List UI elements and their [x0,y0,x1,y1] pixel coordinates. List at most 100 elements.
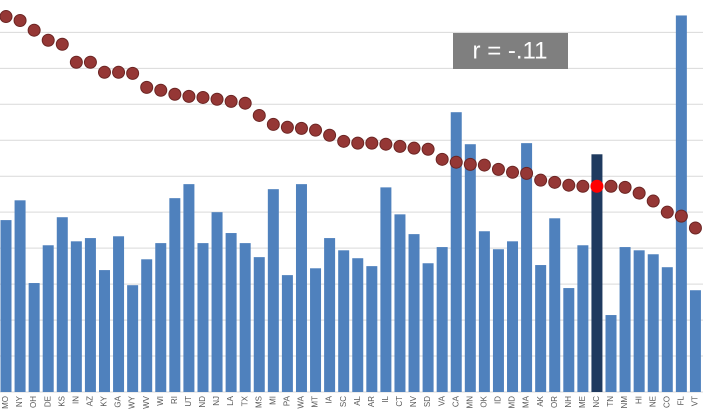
dot [27,23,41,37]
x-tick-label: NH [564,396,573,408]
dot [435,152,449,166]
dot [674,209,688,223]
bar [535,265,547,392]
bar [464,144,476,392]
x-tick-label: UT [184,396,193,407]
x-tick-label: MS [254,396,263,408]
dot [618,180,632,194]
dot [140,80,154,94]
bar [422,263,434,392]
x-tick-label: NM [620,396,629,409]
bar [507,241,519,392]
x-tick-label: KS [57,396,66,407]
x-tick-label: GA [114,395,123,407]
bar [521,143,533,392]
bar [549,218,561,392]
x-tick-label: ME [578,396,587,408]
bar [492,249,504,392]
x-tick-label: MT [311,396,320,408]
bar [591,154,603,392]
x-tick-label: HI [634,396,643,404]
x-tick-label: TN [606,396,615,407]
dot [393,139,407,153]
dot [534,173,548,187]
x-tick-label: AZ [86,396,95,406]
bar [408,234,420,392]
dot [548,175,562,189]
x-tick-label: WV [142,395,151,409]
dot [351,136,365,150]
dot [280,120,294,134]
dot [41,33,55,47]
bar [14,200,26,392]
bar [281,275,293,392]
dot [407,141,421,155]
dot [69,55,83,69]
x-tick-label: MA [522,395,531,408]
dot [506,165,520,179]
bar [338,250,350,392]
x-tick-label: CA [451,395,460,407]
x-tick-label: WA [297,395,306,408]
bar [155,243,167,392]
dot [266,117,280,131]
x-tick-label: NE [648,396,657,407]
bar [366,266,378,392]
annotation: r = -.11 [473,37,548,64]
x-tick-label: OK [479,395,488,407]
x-tick-label: DE [43,396,52,407]
x-tick-label: AR [367,396,376,407]
dot [168,87,182,101]
bar [689,290,701,392]
dot [379,137,393,151]
x-tick-label: ID [494,396,503,404]
dot [0,10,13,24]
x-tick-label: OH [29,396,38,408]
dot [112,65,126,79]
bar [113,236,125,392]
bar [324,238,336,392]
x-tick-label: PA [283,395,292,406]
x-tick-label: NJ [212,396,221,406]
dot [491,162,505,176]
x-tick-label: NC [592,396,601,408]
bar [436,247,448,392]
bar [197,243,209,392]
dot [576,179,590,193]
bar [450,112,462,392]
dot [646,194,660,208]
dot [660,205,674,219]
bar [310,268,322,392]
dot [13,13,27,27]
bar [239,243,251,392]
bar [211,212,223,392]
dot [294,121,308,135]
dot [449,155,463,169]
bar [84,238,96,392]
dot [210,92,224,106]
x-tick-label: WI [156,396,165,406]
bar [619,247,631,392]
dot [463,157,477,171]
bar [647,254,659,392]
x-tick-label: ND [198,396,207,408]
x-tick-label: MD [508,396,517,409]
dot [562,178,576,192]
bar [267,189,279,392]
bar [563,288,575,392]
dot [590,179,604,193]
bar [70,241,82,392]
plot: MO NY OH DE KS IN AZ KY GA WY WV WI RI UT ND NJ LA TX MS MI… [0,10,703,409]
dot [238,96,252,110]
x-tick-label: IN [71,396,80,404]
annotation-box [453,33,568,69]
bar [225,233,237,392]
dot [97,65,111,79]
x-tick-label: CT [395,396,404,407]
x-tick-label: AL [353,395,362,405]
bar [98,270,110,392]
bar [478,231,490,392]
dot [154,83,168,97]
x-tick-label: VT [691,396,700,406]
bar [675,15,687,392]
